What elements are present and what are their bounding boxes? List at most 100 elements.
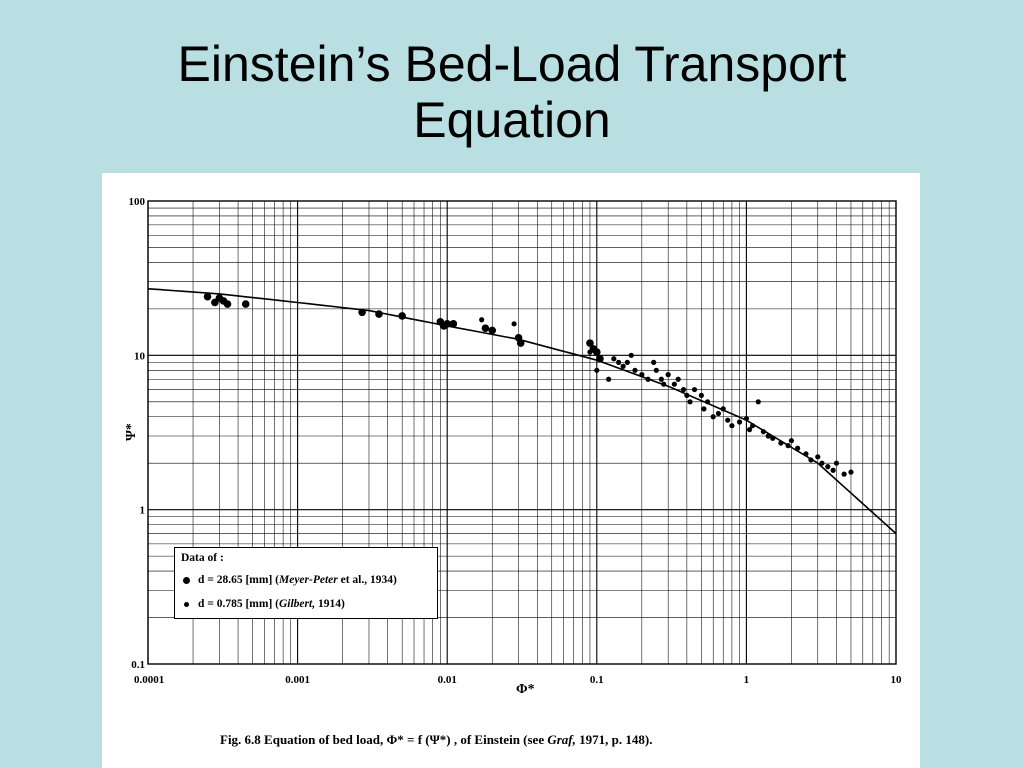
data-point-meyer-peter [223,300,232,308]
data-point-gilbert [725,417,731,423]
x-tick-label: 0.01 [438,674,457,686]
legend-entry-ref-rest: et al., 1934) [337,574,397,586]
data-point-meyer-peter [596,354,604,363]
data-point-gilbert [628,352,634,358]
data-point-gilbert [715,410,722,417]
y-tick-label: 0.1 [131,659,145,671]
fit-curve-line [147,288,897,535]
x-tick-label: 0.001 [285,674,310,686]
data-point-gilbert [587,349,593,355]
large-dot-marker-icon [183,576,190,584]
data-point-gilbert [778,440,784,446]
data-point-gilbert [749,423,756,429]
data-point-meyer-peter [449,320,458,328]
data-point-gilbert [665,372,671,378]
data-point-meyer-peter [516,339,525,347]
data-point-gilbert [729,423,735,429]
data-point-gilbert [616,359,622,365]
legend-entry-ref-rest: 1914) [315,598,345,610]
x-axis-title: Φ* [516,682,535,697]
data-point-gilbert [785,443,791,449]
y-axis-title: Ψ* [124,423,139,441]
slide-title-line-2: Equation [413,92,611,148]
data-point-gilbert [833,460,840,466]
data-point-gilbert [746,427,753,433]
data-point-gilbert [645,376,651,382]
fit-curve-layer [147,288,897,535]
data-point-gilbert [620,363,626,369]
data-point-meyer-peter [375,310,383,318]
data-point-gilbert [606,376,612,382]
data-point-gilbert [795,445,801,451]
data-point-meyer-peter [398,312,406,320]
data-point-gilbert [675,376,681,382]
data-point-gilbert [624,359,630,365]
legend-title: Data of : [181,552,224,564]
data-point-meyer-peter [443,320,452,328]
caption-middle: , of Einstein (see [450,732,548,747]
data-point-gilbert [803,451,809,457]
caption-formula: Φ* = f (Ψ*) [386,732,451,747]
data-point-meyer-peter [481,324,490,332]
log-log-chart: 0.0001 0.001 0.01 0.1 1 10 0.1 1 10 100 Φ* Ψ* [124,196,903,697]
data-point-gilbert [830,467,836,473]
y-tick-label: 10 [134,350,146,362]
data-point-gilbert [819,460,825,466]
data-point-gilbert [671,381,677,387]
slide-title-line-1: Einstein’s Bed-Load Transport [177,36,847,92]
slide-title: Einstein’s Bed-Load Transport Equation [0,36,1024,148]
legend-entry-label: d = 28.65 [mm] ( [198,574,279,586]
tick-labels-layer: 0.0001 0.001 0.01 0.1 1 10 0.1 1 10 100 [129,196,903,686]
x-tick-label: 0.0001 [134,674,164,686]
data-point-meyer-peter [593,348,601,356]
data-point-gilbert [765,433,771,439]
data-point-gilbert [808,457,814,463]
data-point-gilbert [653,367,659,373]
data-point-gilbert [658,376,664,382]
legend: Data of : d = 28.65 [mm] (Meyer-Peter et… [174,547,438,619]
data-point-gilbert [594,367,600,373]
x-tick-label: 10 [891,674,903,686]
data-point-meyer-peter [586,339,594,347]
data-point-gilbert [755,399,761,405]
legend-entry-gilbert: d = 0.785 [mm] (Gilbert, 1914) [183,598,345,610]
data-point-meyer-peter [203,292,212,301]
caption-prefix: Fig. 6.8 Equation of bed load, [220,732,387,747]
figure-panel: 0.0001 0.001 0.01 0.1 1 10 0.1 1 10 100 Φ* Ψ* Dat… [102,173,920,768]
data-point-gilbert [770,435,776,441]
data-point-meyer-peter [488,326,497,335]
data-point-gilbert [687,399,693,405]
small-dot-marker-icon [184,601,189,607]
data-point-gilbert [760,429,767,435]
data-point-meyer-peter [241,300,250,308]
data-point-gilbert [691,386,698,393]
data-point-gilbert [788,438,795,444]
data-point-gilbert [825,464,831,470]
caption-ref-author: Graf, [547,732,576,747]
data-point-gilbert [680,386,687,393]
data-point-gilbert [632,367,638,373]
figure-caption: Fig. 6.8 Equation of bed load, Φ* = f (Ψ… [220,732,652,748]
data-point-gilbert [511,321,517,327]
data-point-gilbert [736,419,743,425]
legend-entry-ref: Gilbert, [278,598,316,610]
x-tick-label: 1 [744,674,750,686]
data-point-gilbert [720,406,726,412]
caption-suffix: 1971, p. 148). [575,732,653,747]
data-point-gilbert [743,415,750,422]
data-point-meyer-peter [358,308,366,317]
data-point-gilbert [661,381,667,387]
legend-entry-label: d = 0.785 [mm] ( [198,598,279,610]
data-points-layer [203,292,854,477]
data-point-gilbert [701,406,707,412]
y-tick-label: 100 [129,196,146,208]
data-point-gilbert [698,392,704,399]
data-point-gilbert [611,356,617,362]
data-point-gilbert [848,469,854,475]
legend-entry-meyer-peter: d = 28.65 [mm] (Meyer-Peter et al., 1934… [183,574,397,586]
legend-entry-ref: Meyer-Peter [278,574,338,586]
data-point-gilbert [704,399,711,405]
data-point-gilbert [710,414,716,420]
data-point-gilbert [639,372,645,378]
plot-frame [147,200,897,665]
